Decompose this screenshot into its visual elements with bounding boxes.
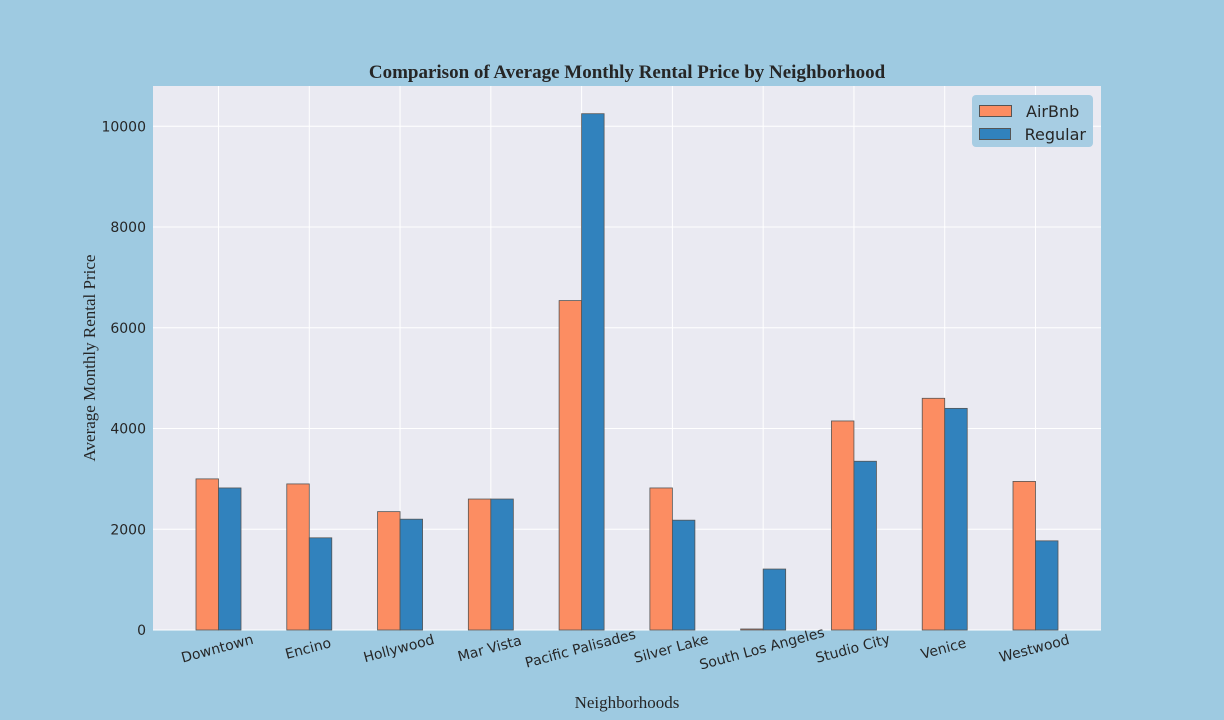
bar-airbnb-silver-lake [649, 487, 673, 631]
bar-regular-studio-city [853, 460, 877, 631]
x-tick-label: Mar Vista [456, 633, 523, 665]
y-tick-label: 4000 [110, 422, 146, 438]
bar-regular-westwood [1035, 540, 1059, 631]
x-axis-label: Neighborhoods [574, 693, 680, 712]
bar-regular-downtown [218, 487, 242, 631]
y-tick-label: 8000 [110, 220, 146, 236]
legend: AirBnb Regular [972, 95, 1093, 147]
legend-swatch-airbnb [979, 105, 1012, 117]
x-tick-label: Studio City [814, 632, 892, 667]
bar-regular-pacific-palisades [581, 113, 605, 631]
y-tick-label: 0 [137, 623, 146, 639]
y-tick-label: 10000 [101, 119, 146, 135]
y-axis-label: Average Monthly Rental Price [80, 254, 99, 462]
x-tick-label: Hollywood [362, 632, 436, 666]
y-tick-label: 2000 [110, 522, 146, 538]
bar-airbnb-westwood [1012, 481, 1036, 631]
y-tick-label: 6000 [110, 321, 146, 337]
bars [195, 113, 1059, 631]
bar-airbnb-mar-vista [467, 498, 492, 631]
bar-airbnb-venice [921, 397, 946, 631]
bar-airbnb-studio-city [831, 420, 855, 631]
bar-airbnb-pacific-palisades [558, 300, 583, 631]
legend-label-regular: Regular [1024, 124, 1086, 144]
x-tick-label: Venice [919, 635, 968, 662]
legend-item-airbnb: AirBnb [979, 100, 1086, 122]
x-tick-label: South Los Angeles [698, 625, 827, 674]
bar-regular-mar-vista [490, 498, 514, 631]
legend-label-airbnb: AirBnb [1026, 101, 1080, 121]
bar-regular-south-los-angeles [762, 568, 787, 631]
bar-regular-encino [308, 537, 333, 631]
bar-regular-venice [944, 407, 968, 631]
bar-airbnb-encino [286, 483, 310, 631]
x-tick-label: Westwood [998, 632, 1072, 666]
bar-airbnb-south-los-angeles [740, 628, 764, 631]
bar-regular-silver-lake [671, 519, 696, 631]
legend-swatch-regular [979, 128, 1011, 140]
legend-item-regular: Regular [979, 123, 1086, 145]
bar-airbnb-hollywood [377, 511, 401, 631]
x-tick-label: Encino [284, 635, 333, 663]
x-tick-label: Pacific Palisades [524, 627, 638, 672]
x-tick-label: Downtown [180, 632, 256, 667]
bar-regular-hollywood [399, 518, 423, 631]
chart-title: Comparison of Average Monthly Rental Pri… [368, 62, 886, 83]
x-axis-ticks: Downtown Encino Hollywood Mar Vista Pacific … [180, 625, 1072, 674]
y-axis-ticks: 0 2000 4000 6000 8000 10000 [101, 119, 146, 639]
bar-airbnb-downtown [195, 478, 219, 631]
